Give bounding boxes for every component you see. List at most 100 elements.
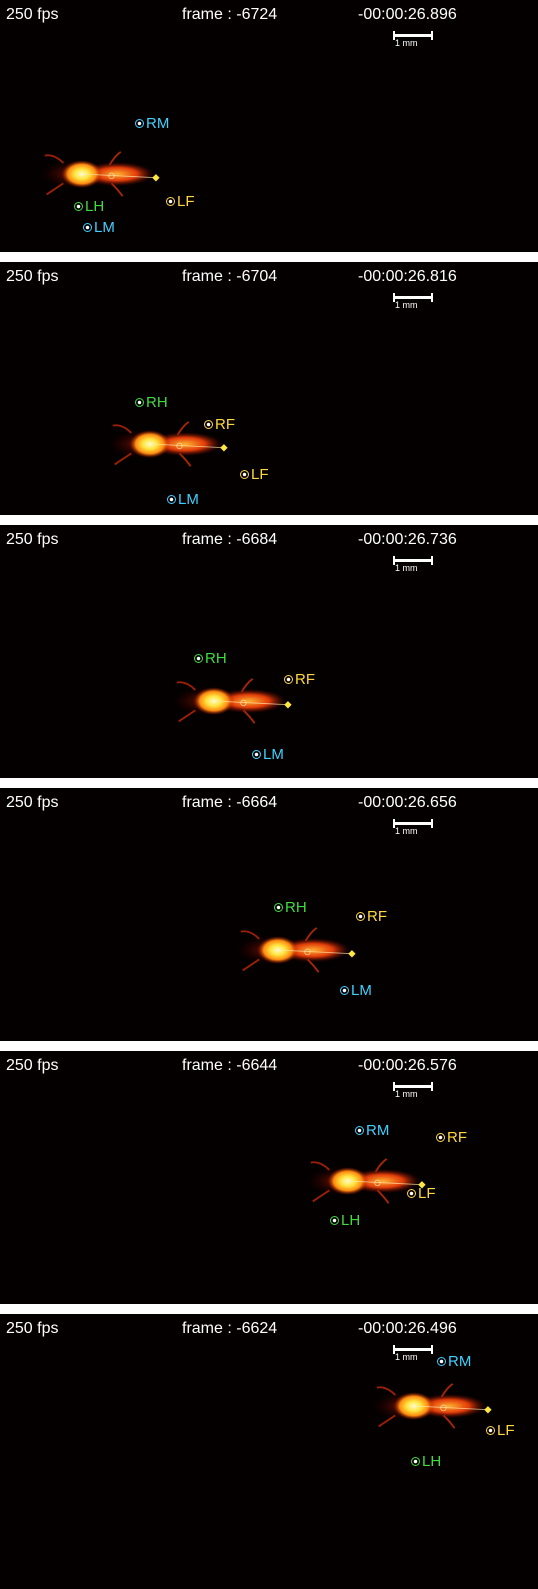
leg-marker-lm: LM <box>340 983 372 999</box>
leg-marker-lf: LF <box>166 194 195 210</box>
leg-marker-lm: LM <box>83 220 115 236</box>
marker-ring-icon <box>274 903 283 912</box>
marker-ring-icon <box>437 1357 446 1366</box>
video-frame-3: 250 fps frame : -6684 -00:00:26.736 1 mm… <box>0 525 538 778</box>
scale-bar: 1 mm <box>393 1344 433 1362</box>
fps-label: 250 fps <box>6 268 59 285</box>
video-frame-2: 250 fps frame : -6704 -00:00:26.816 1 mm… <box>0 262 538 515</box>
scale-bar: 1 mm <box>393 555 433 573</box>
marker-label: LF <box>418 1185 436 1202</box>
leg-marker-lm: LM <box>167 492 199 508</box>
marker-label: LH <box>85 198 105 215</box>
marker-label: LH <box>341 1212 361 1229</box>
timestamp: -00:00:26.896 <box>358 6 457 23</box>
marker-ring-icon <box>167 495 176 504</box>
fps-label: 250 fps <box>6 1320 59 1337</box>
video-frame-1: 250 fps frame : -6724 -00:00:26.896 1 mm… <box>0 0 538 252</box>
leg-marker-rm: RM <box>135 116 169 132</box>
leg-marker-rm: RM <box>437 1354 471 1370</box>
leg-marker-lh: LH <box>330 1213 360 1229</box>
marker-ring-icon <box>407 1189 416 1198</box>
marker-label: LF <box>251 466 269 483</box>
scale-bar: 1 mm <box>393 1081 433 1099</box>
frame-number: frame : -6724 <box>182 6 278 23</box>
marker-ring-icon <box>240 470 249 479</box>
video-frame-4: 250 fps frame : -6664 -00:00:26.656 1 mm… <box>0 788 538 1041</box>
marker-ring-icon <box>74 202 83 211</box>
leg-marker-lh: LH <box>411 1454 441 1470</box>
marker-label: RH <box>205 650 227 667</box>
leg-marker-rf: RF <box>284 672 315 688</box>
marker-label: LM <box>351 982 372 999</box>
marker-label: LF <box>177 193 195 210</box>
marker-ring-icon <box>356 912 365 921</box>
insect-image <box>372 1382 493 1430</box>
leg-marker-rh: RH <box>194 651 227 667</box>
scale-bar: 1 mm <box>393 30 433 48</box>
timestamp: -00:00:26.736 <box>358 531 457 548</box>
marker-ring-icon <box>411 1457 420 1466</box>
fps-label: 250 fps <box>6 1057 59 1074</box>
leg-marker-rf: RF <box>436 1130 467 1146</box>
marker-label: RH <box>146 394 168 411</box>
frame-number: frame : -6704 <box>182 268 278 285</box>
marker-label: RM <box>146 115 170 132</box>
timestamp: -00:00:26.656 <box>358 794 457 811</box>
marker-ring-icon <box>194 654 203 663</box>
marker-ring-icon <box>135 398 144 407</box>
marker-ring-icon <box>284 675 293 684</box>
marker-ring-icon <box>340 986 349 995</box>
timestamp: -00:00:26.576 <box>358 1057 457 1074</box>
marker-ring-icon <box>135 119 144 128</box>
leg-marker-rh: RH <box>274 900 307 916</box>
frame-number: frame : -6644 <box>182 1057 278 1074</box>
timestamp: -00:00:26.496 <box>358 1320 457 1337</box>
marker-label: LM <box>94 219 115 236</box>
scale-bar-label: 1 mm <box>395 563 418 573</box>
marker-ring-icon <box>83 223 92 232</box>
fps-label: 250 fps <box>6 531 59 548</box>
leg-marker-lf: LF <box>240 467 269 483</box>
scale-bar-label: 1 mm <box>395 1089 418 1099</box>
marker-label: RH <box>285 899 307 916</box>
timestamp: -00:00:26.816 <box>358 268 457 285</box>
marker-label: RF <box>367 908 387 925</box>
video-frame-5: 250 fps frame : -6644 -00:00:26.576 1 mm… <box>0 1051 538 1304</box>
marker-label: LM <box>178 491 199 508</box>
leg-marker-lf: LF <box>407 1186 436 1202</box>
leg-marker-lm: LM <box>252 747 284 763</box>
marker-label: LF <box>497 1422 515 1439</box>
insect-image <box>172 677 293 725</box>
frame-number: frame : -6624 <box>182 1320 278 1337</box>
scale-bar: 1 mm <box>393 292 433 310</box>
scale-bar-label: 1 mm <box>395 300 418 310</box>
marker-label: RM <box>366 1122 390 1139</box>
leg-marker-rf: RF <box>204 417 235 433</box>
video-frame-6: 250 fps frame : -6624 -00:00:26.496 1 mm… <box>0 1314 538 1589</box>
scale-bar-label: 1 mm <box>395 1352 418 1362</box>
fps-label: 250 fps <box>6 6 59 23</box>
leg-marker-lh: LH <box>74 199 104 215</box>
leg-marker-rm: RM <box>355 1123 389 1139</box>
frame-number: frame : -6664 <box>182 794 278 811</box>
leg-marker-lf: LF <box>486 1423 515 1439</box>
marker-label: LM <box>263 746 284 763</box>
marker-label: RM <box>448 1353 472 1370</box>
scale-bar-label: 1 mm <box>395 38 418 48</box>
leg-marker-rf: RF <box>356 909 387 925</box>
marker-ring-icon <box>330 1216 339 1225</box>
marker-ring-icon <box>355 1126 364 1135</box>
marker-label: RF <box>447 1129 467 1146</box>
frame-number: frame : -6684 <box>182 531 278 548</box>
marker-ring-icon <box>436 1133 445 1142</box>
scale-bar-label: 1 mm <box>395 826 418 836</box>
marker-label: LH <box>422 1453 442 1470</box>
marker-label: RF <box>295 671 315 688</box>
marker-ring-icon <box>252 750 261 759</box>
marker-ring-icon <box>486 1426 495 1435</box>
insect-image <box>236 926 357 974</box>
scale-bar: 1 mm <box>393 818 433 836</box>
insect-image <box>40 150 161 198</box>
fps-label: 250 fps <box>6 794 59 811</box>
marker-ring-icon <box>204 420 213 429</box>
